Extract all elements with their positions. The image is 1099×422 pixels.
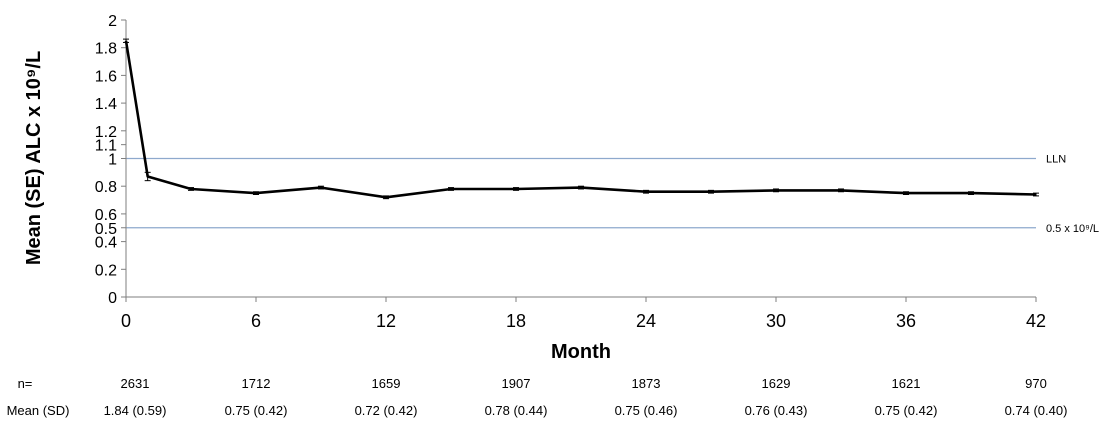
x-tick-label: 36 [896,311,916,331]
x-tick-label: 12 [376,311,396,331]
y-ticks: 0 0.2 0.40.50.6 0.8 11.11.2 1.4 1.6 1.8 2 [95,13,126,307]
n-value: 2631 [121,376,150,391]
x-tick-label: 6 [251,311,261,331]
n-value: 1712 [242,376,271,391]
y-tick-label: 0.4 [95,235,117,252]
y-tick-label: 2 [108,13,117,30]
n-value: 970 [1025,376,1047,391]
n-value: 1629 [762,376,791,391]
n-value: 1907 [502,376,531,391]
mean-row-label: Mean (SD) [7,403,70,418]
y-tick-label: 0.8 [95,179,117,196]
mean-sd-value: 0.74 (0.40) [1005,403,1068,418]
y-tick-label: 0.6 [95,207,117,224]
series [123,38,1039,200]
series-line [124,40,1037,199]
mean-sd-value: 0.78 (0.44) [485,403,548,418]
reference-lines: LLN 0.5 x 10⁹/L [126,154,1099,235]
y-tick-label: 1.2 [95,124,117,141]
y-tick-label: 0.5 [95,221,117,238]
y-tick-label: 0 [108,290,117,307]
x-ticks: 0 6 12 18 24 30 36 42 [121,297,1046,331]
x-tick-label: 42 [1026,311,1046,331]
mean-sd-value: 0.75 (0.42) [225,403,288,418]
mean-sd-value: 0.75 (0.46) [615,403,678,418]
y-tick-label: 1.1 [95,138,117,155]
mean-sd-value: 0.76 (0.43) [745,403,808,418]
y-tick-label: 1.8 [95,41,117,58]
y-axis-title: Mean (SE) ALC x 10⁹/L [23,51,45,265]
y-tick-label: 1.6 [95,68,117,85]
mean-sd-value: 0.75 (0.42) [875,403,938,418]
n-value: 1873 [632,376,661,391]
reference-line-label: LLN [1046,154,1066,166]
n-value: 1621 [892,376,921,391]
x-tick-label: 0 [121,311,131,331]
n-row-label: n= [18,376,33,391]
x-tick-label: 18 [506,311,526,331]
summary-table: n= Mean (SD) 2631 1.84 (0.59) 1712 0.75 (0.… [7,376,1068,418]
x-axis-title: Month [551,341,611,363]
mean-sd-value: 1.84 (0.59) [104,403,167,418]
n-value: 1659 [372,376,401,391]
x-tick-label: 24 [636,311,656,331]
y-tick-label: 0.2 [95,262,117,279]
mean-sd-value: 0.72 (0.42) [355,403,418,418]
y-tick-label: 1.4 [95,96,117,113]
x-tick-label: 30 [766,311,786,331]
reference-line-label: 0.5 x 10⁹/L [1046,223,1099,235]
y-tick-label: 1 [108,152,117,169]
